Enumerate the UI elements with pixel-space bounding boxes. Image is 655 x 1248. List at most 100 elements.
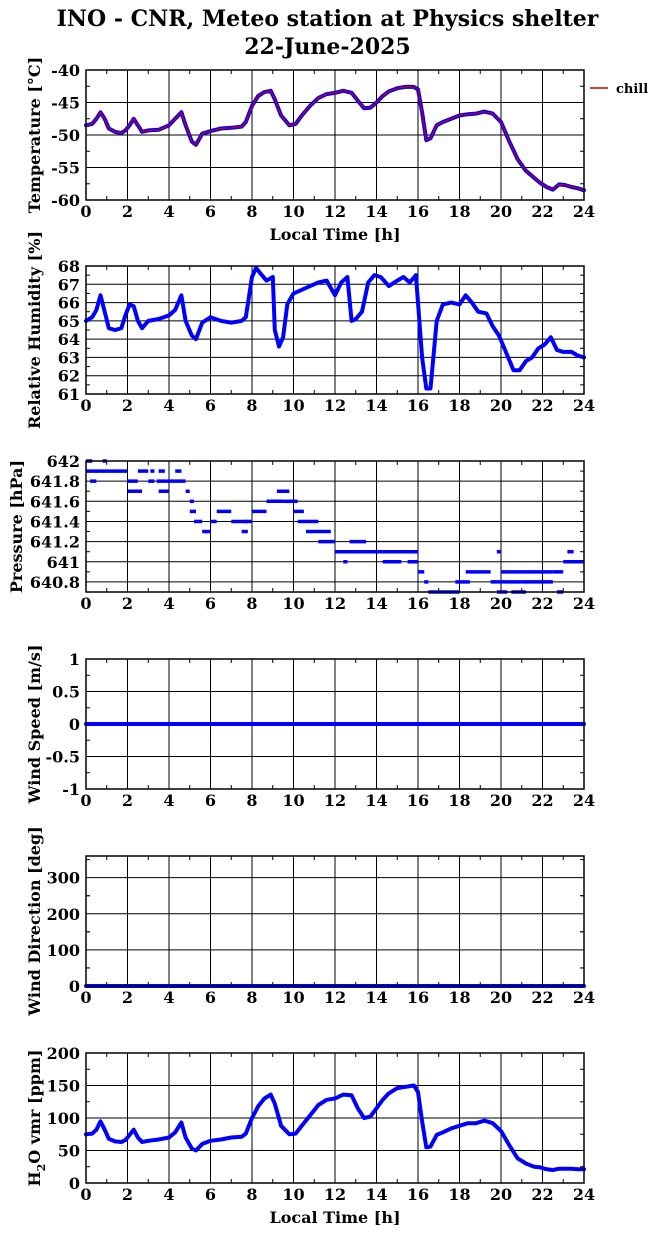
x-tick-label: 2: [122, 594, 133, 613]
x-tick-label: 18: [448, 1185, 470, 1204]
y-tick-label: 1: [69, 650, 80, 669]
y-tick-label: 68: [58, 257, 80, 276]
x-tick-label: 8: [246, 791, 257, 810]
x-tick-label: 6: [205, 791, 216, 810]
x-tick-label: 0: [80, 791, 91, 810]
x-tick-label: 14: [365, 202, 387, 221]
x-tick-label: 6: [205, 988, 216, 1007]
x-tick-label: 16: [407, 594, 429, 613]
y-tick-label: -40: [51, 61, 80, 80]
x-tick-label: 16: [407, 1185, 429, 1204]
y-tick-label: 640.8: [30, 573, 80, 592]
x-tick-label: 22: [531, 396, 553, 415]
x-tick-label: 22: [531, 988, 553, 1007]
y-tick-label: -55: [51, 159, 80, 178]
x-tick-label: 22: [531, 791, 553, 810]
plot-frame: [85, 855, 585, 987]
x-tick-label: 8: [246, 1185, 257, 1204]
x-tick-label: 2: [122, 988, 133, 1007]
x-tick-label: 20: [490, 1185, 512, 1204]
y-tick-label: -1: [62, 780, 80, 799]
x-tick-label: 20: [490, 594, 512, 613]
y-tick-label: 641.8: [30, 472, 80, 491]
y-tick-label: 641.2: [30, 533, 80, 552]
y-tick-label: 641.4: [30, 512, 80, 531]
y-tick-label: 100: [47, 941, 80, 960]
y-tick-label: 63: [58, 348, 80, 367]
x-tick-label: 24: [573, 202, 595, 221]
x-tick-label: 12: [324, 1185, 346, 1204]
x-tick-label: 10: [282, 202, 304, 221]
x-axis-label: Local Time [h]: [269, 225, 400, 244]
x-tick-label: 4: [163, 1185, 174, 1204]
y-tick-label: 0: [69, 977, 80, 996]
x-tick-label: 14: [365, 791, 387, 810]
x-tick-label: 24: [573, 1185, 595, 1204]
panel-3: 0 2 4 6 8 10 12 14 16 18 20 22 24640.8641641.2641.46…: [7, 452, 595, 613]
chart-date: 22-June-2025: [244, 34, 411, 60]
y-tick-label: -0.5: [46, 748, 80, 767]
y-axis-label: Pressure [hPa]: [7, 460, 26, 593]
x-tick-label: 22: [531, 1185, 553, 1204]
x-tick-label: 4: [163, 396, 174, 415]
y-tick-label: 64: [58, 330, 80, 349]
x-tick-label: 24: [573, 396, 595, 415]
chart-title: INO - CNR, Meteo station at Physics shel…: [56, 6, 599, 32]
x-tick-label: 4: [163, 202, 174, 221]
y-tick-label: 642: [47, 452, 80, 471]
x-tick-label: 10: [282, 988, 304, 1007]
x-tick-label: 20: [490, 988, 512, 1007]
y-axis-label: Wind Direction [deg]: [25, 826, 44, 1017]
y-tick-label: 0: [69, 1174, 80, 1193]
y-axis-label: Wind Speed [m/s]: [25, 645, 44, 805]
x-tick-label: 8: [246, 396, 257, 415]
panel-1: 0 2 4 6 8 10 12 14 16 18 20 22 24-60-55-50-45-40Temp…: [25, 57, 648, 244]
x-tick-label: 18: [448, 791, 470, 810]
x-tick-label: 6: [205, 1185, 216, 1204]
plot-frame: [85, 1052, 585, 1184]
y-tick-label: 200: [47, 1044, 80, 1063]
y-axis-label: Relative Humidity [%]: [25, 231, 44, 429]
plot-frame: [85, 658, 585, 790]
x-tick-label: 2: [122, 791, 133, 810]
panel-2: 0 2 4 6 8 10 12 14 16 18 20 22 246162636465666768Rel…: [25, 231, 595, 429]
y-tick-label: 66: [58, 294, 80, 313]
x-tick-label: 0: [80, 988, 91, 1007]
y-axis-label: H2O vmr [ppm]: [25, 1050, 48, 1187]
x-tick-label: 10: [282, 791, 304, 810]
x-tick-label: 12: [324, 202, 346, 221]
x-tick-label: 18: [448, 396, 470, 415]
y-tick-label: 62: [58, 367, 80, 386]
x-tick-label: 14: [365, 396, 387, 415]
x-tick-label: 0: [80, 1185, 91, 1204]
x-tick-label: 20: [490, 202, 512, 221]
x-tick-label: 2: [122, 1185, 133, 1204]
x-axis-label: Local Time [h]: [269, 1208, 400, 1227]
x-tick-label: 18: [448, 988, 470, 1007]
y-tick-label: 641.6: [30, 492, 80, 511]
y-tick-label: 641: [47, 553, 80, 572]
x-tick-label: 10: [282, 594, 304, 613]
x-tick-label: 8: [246, 594, 257, 613]
x-tick-label: 24: [573, 988, 595, 1007]
x-tick-label: 10: [282, 1185, 304, 1204]
y-axis-label: Temperature [°C]: [25, 57, 44, 213]
x-tick-label: 16: [407, 396, 429, 415]
chill-line: [85, 86, 585, 191]
x-tick-label: 14: [365, 988, 387, 1007]
x-tick-label: 18: [448, 594, 470, 613]
y-tick-label: -50: [51, 126, 80, 145]
x-tick-label: 20: [490, 396, 512, 415]
x-tick-label: 12: [324, 988, 346, 1007]
x-tick-label: 18: [448, 202, 470, 221]
x-tick-label: 0: [80, 202, 91, 221]
x-tick-label: 6: [205, 594, 216, 613]
plot-frame: [85, 69, 585, 201]
x-tick-label: 4: [163, 988, 174, 1007]
x-tick-label: 14: [365, 594, 387, 613]
y-tick-label: 100: [47, 1109, 80, 1128]
x-tick-label: 12: [324, 594, 346, 613]
